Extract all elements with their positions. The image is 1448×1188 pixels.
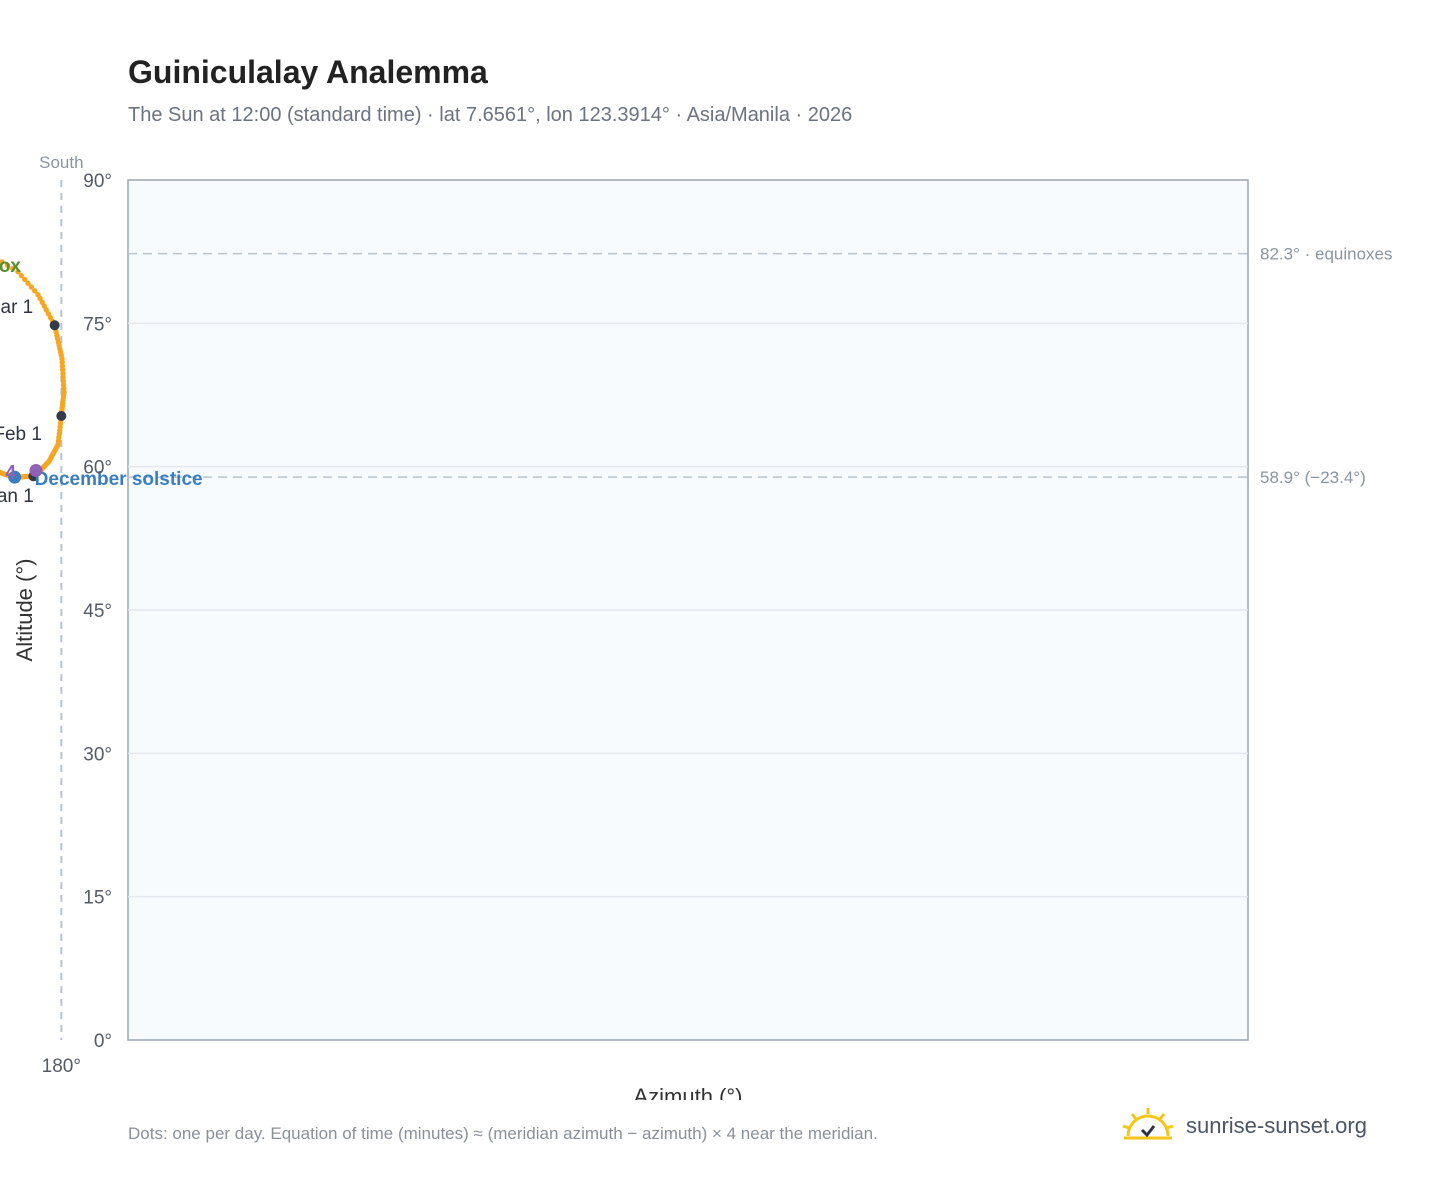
daily-dot xyxy=(22,276,28,283)
y-axis-label: Altitude (°) xyxy=(12,559,37,662)
y-tick-label: 0° xyxy=(94,1031,112,1052)
month-label: Jan 1 xyxy=(0,486,34,507)
reference-lines: South 82.3° · equinoxes 58.9° (−23.4°) xyxy=(39,153,1393,1040)
event-label: Perihelion · Jan 4 xyxy=(0,462,16,483)
reference-line-label: 58.9° (−23.4°) xyxy=(1260,468,1366,487)
x-axis-label: Azimuth (°) xyxy=(633,1084,742,1100)
chart-subtitle: The Sun at 12:00 (standard time) · lat 7… xyxy=(128,104,853,126)
chart-title: Guiniculalay Analemma xyxy=(128,54,488,90)
y-tick-label: 45° xyxy=(83,601,112,622)
daily-dot xyxy=(10,265,16,272)
brand-name: sunrise-sunset.org xyxy=(1186,1113,1367,1138)
month-label: Feb 1 xyxy=(0,424,42,445)
month-label: Mar 1 xyxy=(0,297,33,318)
daily-dot xyxy=(28,284,34,290)
analemma-chart: South 82.3° · equinoxes 58.9° (−23.4°) Jan… xyxy=(0,153,1393,1100)
event-label: December solstice xyxy=(35,469,203,490)
event-marker xyxy=(8,470,22,484)
y-tick-label: 15° xyxy=(83,888,112,909)
month-marker xyxy=(56,411,67,422)
daily-dot xyxy=(60,370,66,377)
event-label: September equinox xyxy=(0,256,21,277)
event-markers: March equinoxSeptember equinoxJune solst… xyxy=(0,256,203,490)
reference-line-label: 82.3° · equinoxes xyxy=(1260,245,1393,264)
sun-logo-icon xyxy=(1122,1108,1174,1140)
event-marker xyxy=(29,463,43,477)
daily-dot xyxy=(4,262,10,268)
daily-dot xyxy=(15,269,21,275)
brand[interactable]: sunrise-sunset.org xyxy=(1120,1106,1367,1146)
footnote: Dots: one per day. Equation of time (min… xyxy=(128,1124,878,1143)
y-tick-label: 30° xyxy=(83,744,112,765)
month-markers: Jan 1Feb 1Mar 1Apr 1May 1Jun 1Jul 1Aug 1… xyxy=(0,297,67,507)
month-marker xyxy=(49,320,60,331)
y-tick-label: 75° xyxy=(83,314,112,335)
daily-dot xyxy=(0,259,5,265)
x-tick-label: 180° xyxy=(42,1056,81,1077)
daily-dot xyxy=(18,272,24,279)
y-tick-label: 60° xyxy=(83,458,112,479)
daily-dot xyxy=(25,280,31,286)
meridian-label: South xyxy=(39,153,83,172)
daily-dot xyxy=(32,288,38,294)
y-tick-label: 90° xyxy=(83,171,112,192)
axis-ticks: 180°210°240°270°300°330°0°0°15°30°45°60°… xyxy=(42,171,112,1077)
grid xyxy=(128,322,1248,898)
daily-dot xyxy=(35,292,41,298)
